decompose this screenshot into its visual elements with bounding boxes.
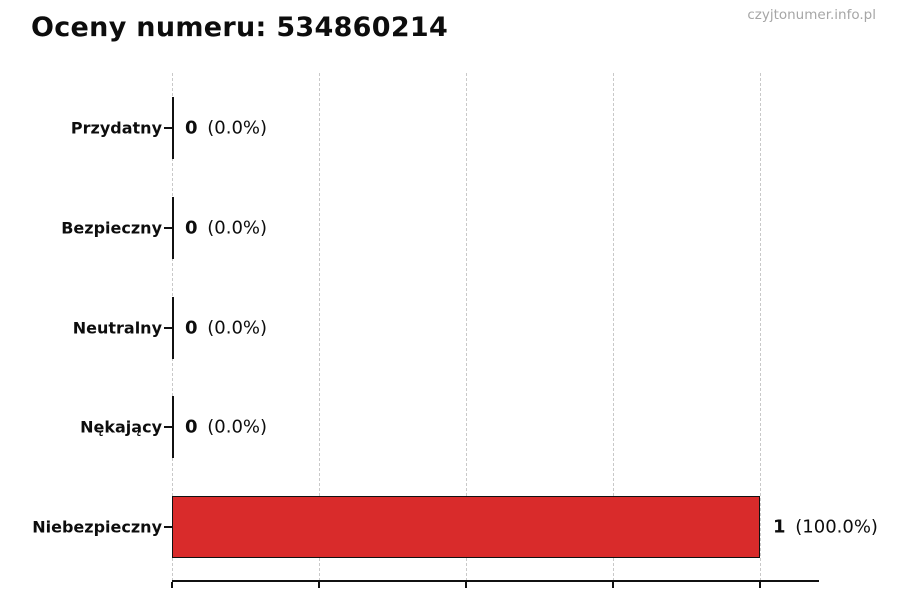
x-tick-mark bbox=[171, 582, 173, 588]
category-label: Neutralny bbox=[72, 318, 162, 338]
x-tick-mark bbox=[759, 582, 761, 588]
value-percent: (0.0%) bbox=[207, 217, 268, 239]
category-row: Niebezpieczny 1 (100.0%) bbox=[0, 496, 900, 558]
x-tick-mark bbox=[612, 582, 614, 588]
value-count: 0 bbox=[185, 217, 198, 239]
category-row: Przydatny 0 (0.0%) bbox=[0, 97, 900, 159]
value-percent: (0.0%) bbox=[207, 416, 268, 438]
category-label: Bezpieczny bbox=[61, 218, 162, 238]
y-tick-mark bbox=[164, 127, 172, 129]
bar bbox=[172, 97, 174, 159]
bar bbox=[172, 396, 174, 458]
value-count: 0 bbox=[185, 117, 198, 139]
x-tick-mark bbox=[318, 582, 320, 588]
value-percent: (100.0%) bbox=[795, 516, 878, 538]
watermark: czyjtonumer.info.pl bbox=[747, 7, 876, 23]
bar bbox=[172, 496, 760, 558]
bar bbox=[172, 197, 174, 259]
gridline bbox=[760, 73, 761, 581]
value-label: 0 (0.0%) bbox=[185, 118, 267, 139]
value-label: 0 (0.0%) bbox=[185, 218, 267, 239]
y-tick-mark bbox=[164, 526, 172, 528]
category-row: Neutralny 0 (0.0%) bbox=[0, 297, 900, 359]
value-label: 1 (100.0%) bbox=[773, 517, 878, 538]
value-label: 0 (0.0%) bbox=[185, 417, 267, 438]
x-tick-mark bbox=[465, 582, 467, 588]
bar bbox=[172, 297, 174, 359]
value-count: 0 bbox=[185, 416, 198, 438]
y-tick-mark bbox=[164, 227, 172, 229]
gridline bbox=[319, 73, 320, 581]
x-axis-line bbox=[172, 580, 819, 582]
gridline bbox=[466, 73, 467, 581]
value-percent: (0.0%) bbox=[207, 117, 268, 139]
category-label: Nękający bbox=[80, 417, 162, 437]
category-label: Niebezpieczny bbox=[32, 517, 162, 537]
category-label: Przydatny bbox=[70, 118, 162, 138]
value-percent: (0.0%) bbox=[207, 317, 268, 339]
chart-title: Oceny numeru: 534860214 bbox=[31, 12, 449, 43]
value-count: 0 bbox=[185, 317, 198, 339]
category-row: Bezpieczny 0 (0.0%) bbox=[0, 197, 900, 259]
y-tick-mark bbox=[164, 327, 172, 329]
value-count: 1 bbox=[773, 516, 786, 538]
y-tick-mark bbox=[164, 426, 172, 428]
category-row: Nękający 0 (0.0%) bbox=[0, 396, 900, 458]
value-label: 0 (0.0%) bbox=[185, 318, 267, 339]
gridline bbox=[613, 73, 614, 581]
